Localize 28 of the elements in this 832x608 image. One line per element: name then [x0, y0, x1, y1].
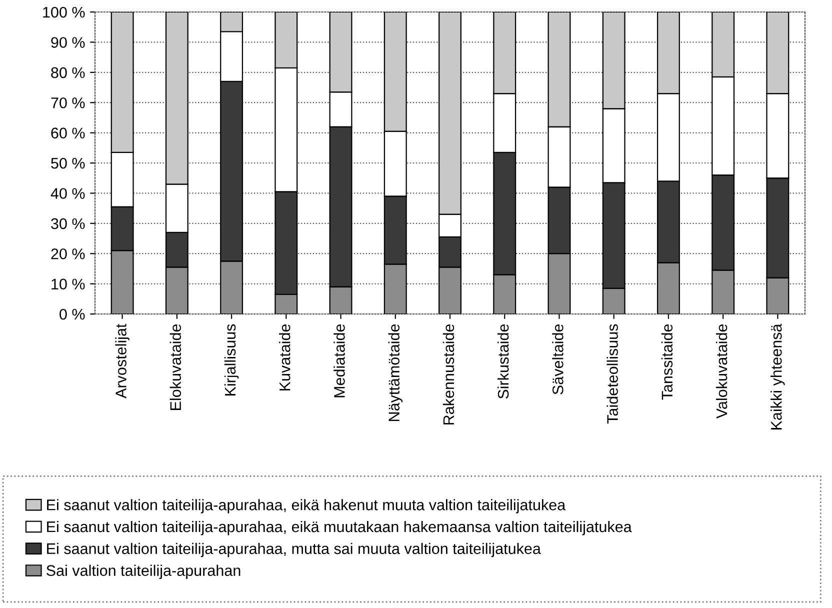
- x-tick-label: Rakennustaide: [442, 324, 454, 424]
- x-tick-label: Arvostelijat: [115, 324, 130, 398]
- y-tick-label: 70 %: [51, 97, 85, 108]
- y-tick-label: 50 %: [51, 158, 85, 169]
- x-tick-label: Kaikki yhteensä: [770, 324, 785, 430]
- y-tick-label: 0 %: [60, 308, 85, 320]
- y-tick-label: 60 %: [51, 128, 85, 138]
- legend-label: Ei saanut valtion taiteilija-apurahaa, eikä muutakaan hakemaansa valtion taiteilijatukea: [47, 520, 632, 536]
- x-tick-label: Mediataide: [334, 324, 345, 398]
- x-tick-label: Taideteollisuus: [606, 324, 618, 424]
- legend-label: Ei saanut valtion taiteilija-apurahaa, eikä hakenut muuta valtion taiteilijatukea: [47, 499, 566, 514]
- y-tick-label: 80 %: [51, 67, 85, 78]
- x-tick-label: Säveltaide: [552, 324, 564, 394]
- y-tick-label: 30 %: [51, 218, 85, 230]
- x-tick-label: Elokuvataide: [170, 324, 182, 410]
- y-tick-label: 40 %: [50, 188, 85, 199]
- x-tick-label: Valokuvataide: [716, 324, 728, 418]
- y-tick-label: 90 %: [51, 37, 85, 48]
- y-tick-label: 20 %: [51, 248, 85, 260]
- x-tick-label: Sirkustaide: [497, 324, 509, 399]
- y-tick-label: 100 %: [43, 6, 85, 18]
- x-tick-label: Tanssitaide: [661, 324, 673, 400]
- y-tick-label: 10 %: [52, 278, 85, 290]
- x-tick-label: Kuvataide: [279, 324, 290, 390]
- x-tick-label: Näyttämötaide: [388, 324, 403, 421]
- legend-label: Sai valtion taiteilija-apurahan: [46, 564, 240, 579]
- legend-label: Ei saanut valtion taiteilija-apurahaa, mutta sai muuta valtion taiteilijatukea: [47, 542, 541, 558]
- x-tick-label: Kirjallisuus: [224, 324, 239, 396]
